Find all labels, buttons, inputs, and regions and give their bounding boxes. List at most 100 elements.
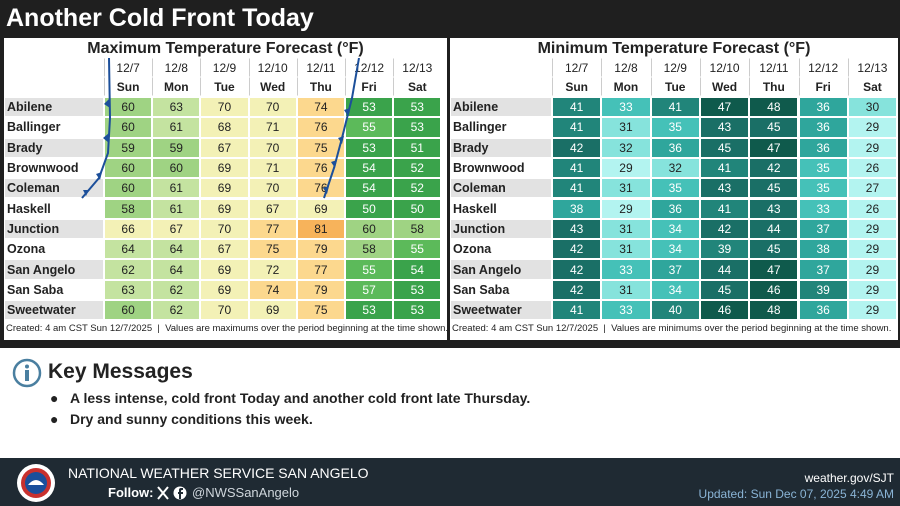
website[interactable]: weather.gov/SJT bbox=[804, 471, 894, 485]
temp-cell: 47 bbox=[749, 137, 799, 158]
day-header: Wed bbox=[699, 77, 750, 96]
temp-cell: 54 bbox=[393, 259, 442, 280]
day-header: Mon bbox=[601, 77, 651, 96]
temp-cell: 70 bbox=[248, 97, 297, 118]
temp-cell: 69 bbox=[200, 178, 249, 199]
temp-cell: 60 bbox=[104, 178, 153, 199]
temp-cell: 75 bbox=[296, 300, 345, 321]
temp-cell: 27 bbox=[847, 178, 898, 199]
bullet-icon: ● bbox=[50, 390, 59, 406]
temp-cell: 42 bbox=[552, 279, 602, 300]
date-header: 12/9 bbox=[200, 58, 249, 77]
city-name: Junction bbox=[4, 218, 104, 240]
temp-cell: 67 bbox=[200, 239, 249, 260]
temp-cell: 29 bbox=[847, 239, 898, 260]
temp-cell: 70 bbox=[200, 300, 249, 321]
temp-cell: 36 bbox=[798, 300, 848, 321]
temp-cell: 55 bbox=[393, 239, 442, 260]
temp-cell: 74 bbox=[248, 279, 297, 300]
temp-cell: 76 bbox=[296, 117, 345, 138]
temp-cell: 32 bbox=[650, 157, 700, 179]
temp-cell: 45 bbox=[749, 178, 799, 199]
temp-cell: 61 bbox=[152, 198, 201, 219]
temp-cell: 45 bbox=[699, 137, 750, 158]
temp-cell: 53 bbox=[345, 137, 394, 158]
temp-cell: 79 bbox=[296, 239, 345, 260]
city-name: San Saba bbox=[450, 279, 552, 300]
temp-cell: 50 bbox=[345, 198, 394, 219]
temp-cell: 53 bbox=[345, 300, 394, 321]
temp-cell: 41 bbox=[552, 97, 602, 118]
temp-cell: 31 bbox=[601, 279, 651, 300]
temp-cell: 34 bbox=[650, 218, 700, 240]
city-name: Sweetwater bbox=[4, 300, 104, 321]
temp-cell: 29 bbox=[601, 198, 651, 219]
city-name: Ballinger bbox=[450, 117, 552, 138]
temp-cell: 60 bbox=[345, 218, 394, 240]
temp-cell: 41 bbox=[699, 198, 750, 219]
key-message-text: Dry and sunny conditions this week. bbox=[70, 411, 313, 427]
temp-cell: 53 bbox=[393, 300, 442, 321]
temp-cell: 67 bbox=[152, 218, 201, 240]
temp-cell: 41 bbox=[552, 178, 602, 199]
key-messages-title: Key Messages bbox=[48, 360, 193, 383]
temp-cell: 36 bbox=[650, 137, 700, 158]
temp-cell: 53 bbox=[393, 117, 442, 138]
temp-cell: 52 bbox=[393, 157, 442, 179]
key-message: ● A less intense, cold front Today and an… bbox=[50, 390, 530, 406]
temp-cell: 74 bbox=[296, 97, 345, 118]
temp-cell: 59 bbox=[104, 137, 153, 158]
date-header: 12/11 bbox=[296, 58, 345, 77]
temp-cell: 69 bbox=[248, 300, 297, 321]
temp-cell: 70 bbox=[248, 178, 297, 199]
temp-cell: 29 bbox=[847, 259, 898, 280]
temp-cell: 66 bbox=[104, 218, 153, 240]
temp-cell: 47 bbox=[699, 97, 750, 118]
temp-cell: 55 bbox=[345, 117, 394, 138]
temp-cell: 75 bbox=[248, 239, 297, 260]
day-header: Fri bbox=[798, 77, 848, 96]
social-handle[interactable]: @NWSSanAngelo bbox=[192, 485, 300, 500]
day-header: Sun bbox=[104, 77, 153, 96]
temp-cell: 41 bbox=[699, 157, 750, 179]
date-header: 12/8 bbox=[601, 58, 651, 77]
temp-cell: 61 bbox=[152, 178, 201, 199]
temp-cell: 48 bbox=[749, 300, 799, 321]
temp-cell: 48 bbox=[749, 97, 799, 118]
temp-cell: 42 bbox=[552, 259, 602, 280]
footer: NATIONAL WEATHER SERVICE SAN ANGELO Foll… bbox=[0, 458, 900, 506]
temp-cell: 36 bbox=[650, 198, 700, 219]
city-name: San Angelo bbox=[4, 259, 104, 280]
temp-cell: 62 bbox=[152, 300, 201, 321]
temp-cell: 60 bbox=[104, 157, 153, 179]
temp-cell: 70 bbox=[248, 137, 297, 158]
temp-cell: 42 bbox=[749, 157, 799, 179]
temp-cell: 81 bbox=[296, 218, 345, 240]
tables-panel: Maximum Temperature Forecast (°F) 12/7 Sun… bbox=[0, 38, 900, 348]
temp-cell: 71 bbox=[248, 157, 297, 179]
temp-cell: 58 bbox=[104, 198, 153, 219]
temp-cell: 41 bbox=[552, 157, 602, 179]
temp-cell: 50 bbox=[393, 198, 442, 219]
temp-cell: 32 bbox=[601, 137, 651, 158]
temp-cell: 38 bbox=[552, 198, 602, 219]
table-footnote: Created: 4 am CST Sun 12/7/2025 | Values… bbox=[6, 323, 448, 334]
temp-cell: 29 bbox=[847, 279, 898, 300]
temp-cell: 53 bbox=[393, 279, 442, 300]
temp-cell: 54 bbox=[345, 178, 394, 199]
day-header: Thu bbox=[749, 77, 799, 96]
min-table: Minimum Temperature Forecast (°F) 12/7 Sun… bbox=[450, 38, 898, 340]
city-name: Coleman bbox=[450, 178, 552, 199]
day-header: Tue bbox=[200, 77, 249, 96]
temp-cell: 43 bbox=[552, 218, 602, 240]
temp-cell: 61 bbox=[152, 117, 201, 138]
temp-cell: 62 bbox=[152, 279, 201, 300]
temp-cell: 35 bbox=[798, 178, 848, 199]
temp-cell: 58 bbox=[345, 239, 394, 260]
table-title: Minimum Temperature Forecast (°F) bbox=[537, 40, 811, 57]
date-header: 12/10 bbox=[248, 58, 297, 77]
temp-cell: 69 bbox=[200, 279, 249, 300]
day-header: Sat bbox=[393, 77, 442, 96]
temp-cell: 60 bbox=[104, 117, 153, 138]
table-title: Maximum Temperature Forecast (°F) bbox=[87, 40, 364, 57]
